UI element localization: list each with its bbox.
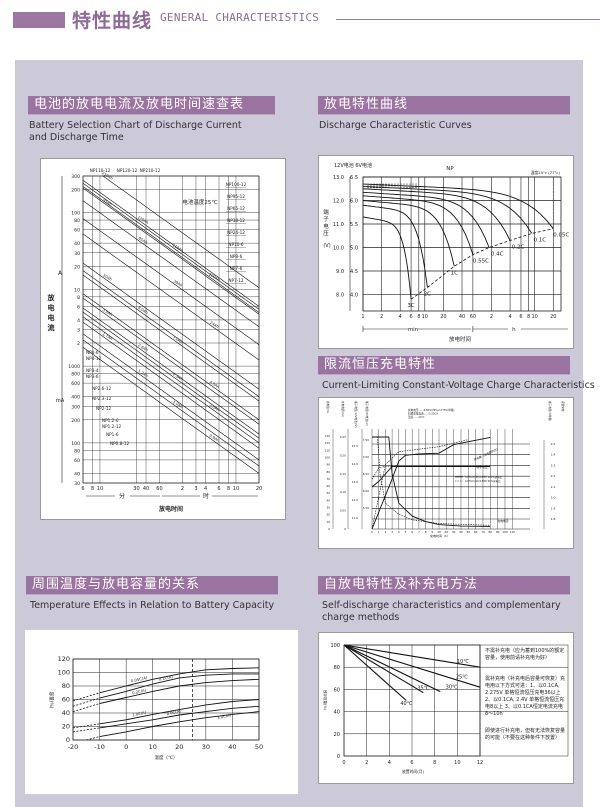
subtitle-line: Self-discharge characteristics and compl… bbox=[322, 600, 561, 611]
subtitle-line: charge methods bbox=[322, 612, 400, 623]
header-accent-block bbox=[13, 12, 65, 28]
selection-chart-box bbox=[40, 158, 286, 520]
charge-chart-box bbox=[318, 397, 574, 549]
section-title-discharge: 放电特性曲线 bbox=[318, 96, 570, 114]
section-subtitle-discharge: Discharge Characteristic Curves bbox=[319, 120, 472, 131]
page-title: 特性曲线 bbox=[72, 10, 153, 32]
page-title-english: GENERAL CHARACTERISTICS bbox=[160, 11, 320, 24]
section-title-selection: 电池的放电电流及放电时间速查表 bbox=[28, 96, 275, 114]
section-subtitle-charge: Current-Limiting Constant-Voltage Charge… bbox=[322, 380, 595, 391]
section-title-charge: 限流恒压充电特性 bbox=[318, 356, 570, 374]
header-divider bbox=[336, 19, 600, 20]
section-subtitle-temperature: Temperature Effects in Relation to Batte… bbox=[30, 600, 275, 611]
section-subtitle-self-discharge: Self-discharge characteristics and compl… bbox=[322, 600, 561, 624]
zone-note-no-charge: 不需补充电（应为蓄到100%的额定容量，使用前请补充电为好） bbox=[485, 648, 565, 661]
zone-note-charge-required: 需补充电（补充电后容量可恢复）充电用以下方式可进：1、以0.1CA, 2.275… bbox=[485, 676, 566, 717]
section-subtitle-selection: Battery Selection Chart of Discharge Cur… bbox=[29, 120, 242, 144]
zone-note-unrecoverable: 即使进行补充电，但有无法恢复容量的可能（不要在这种条件下放置） bbox=[485, 728, 566, 741]
subtitle-line: and Discharge Time bbox=[29, 132, 124, 143]
subtitle-line: Battery Selection Chart of Discharge Cur… bbox=[29, 120, 242, 131]
temperature-chart-box bbox=[25, 630, 298, 794]
section-title-self-discharge: 自放电特性及补充电方法 bbox=[318, 576, 570, 594]
discharge-chart-box bbox=[318, 155, 574, 349]
section-title-temperature: 周围温度与放电容量的关系 bbox=[26, 576, 278, 594]
